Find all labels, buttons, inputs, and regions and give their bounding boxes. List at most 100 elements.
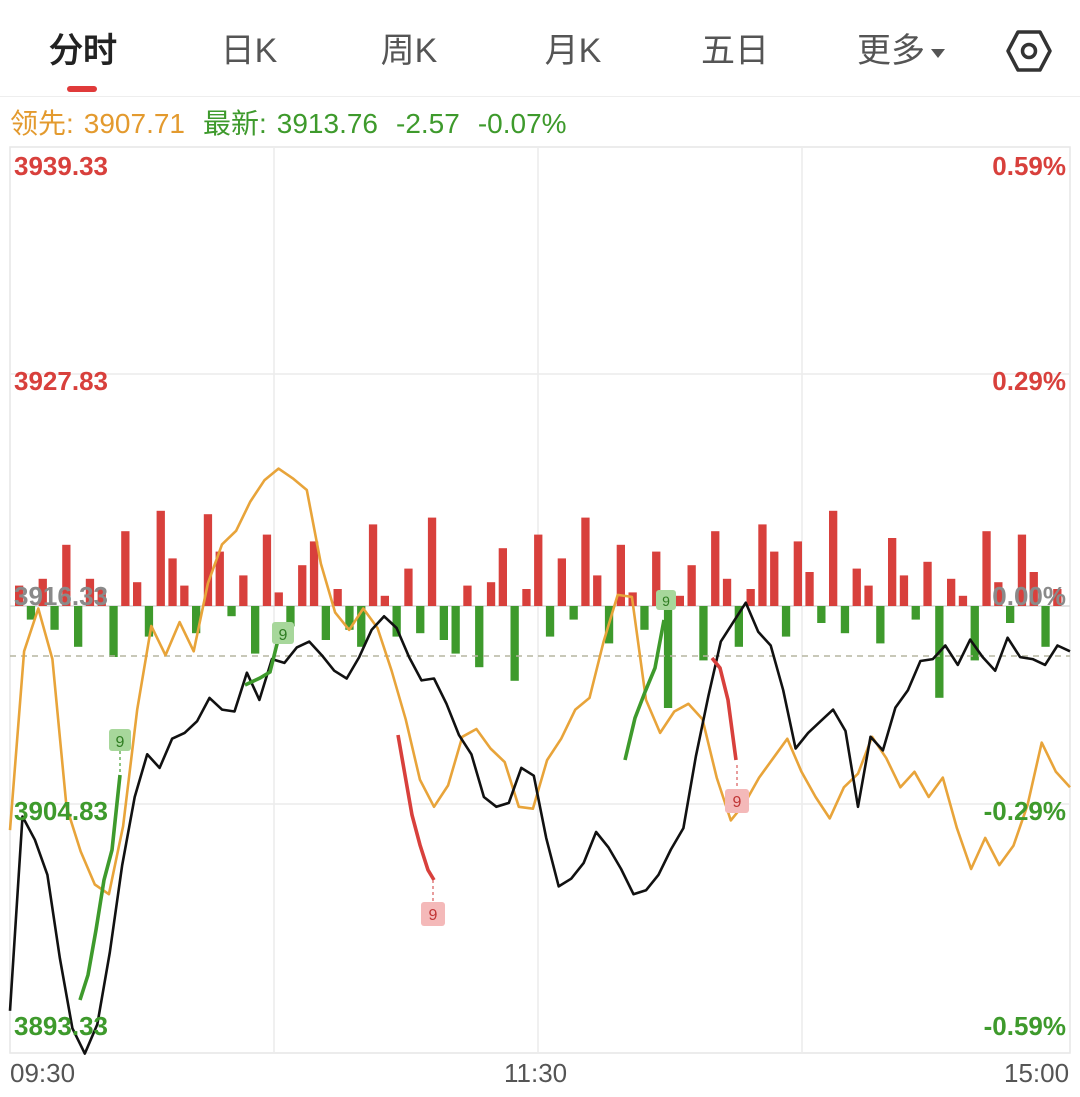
caret-down-icon (931, 48, 945, 58)
volume-bar-up (1053, 589, 1062, 606)
volume-bar-down (439, 606, 448, 640)
volume-bar-down (911, 606, 920, 620)
volume-bar-down (109, 606, 118, 657)
y-right-label: 0.00% (992, 581, 1066, 611)
y-right-label: -0.59% (984, 1011, 1066, 1041)
volume-bar-up (616, 544, 625, 606)
volume-bar-down (50, 606, 59, 630)
volume-bar-down (876, 606, 885, 644)
volume-bar-up (404, 568, 413, 606)
volume-bar-up (486, 582, 496, 606)
leader-line (8, 467, 1071, 896)
volume-bar-down (251, 606, 260, 654)
volume-bar-up (274, 592, 283, 606)
price-info-bar: 领先: 3907.71 最新: 3913.76 -2.57 -0.07% (10, 104, 577, 144)
marker-down-9[interactable]: 9 (272, 622, 294, 644)
marker-label: 9 (279, 627, 288, 644)
volume-bar-down (1041, 606, 1050, 647)
volume-bar-down (1006, 606, 1015, 623)
volume-bar-down (569, 606, 578, 620)
settings-button[interactable] (1006, 28, 1052, 74)
volume-bar-up (864, 585, 873, 606)
volume-bar-down (321, 606, 330, 640)
volume-bar-down (840, 606, 850, 634)
volume-bar-down (451, 606, 460, 654)
volume-bar-up (121, 531, 130, 606)
y-left-label: 3927.83 (14, 366, 108, 396)
tab-monthly-k[interactable]: 月K (544, 32, 602, 70)
marker-up-9[interactable]: 9 (421, 880, 445, 926)
volume-bar-up (675, 595, 684, 606)
volume-bar-down (416, 606, 425, 634)
signal-markers: 9 9 9 9 9 (109, 590, 749, 926)
volume-bar-up (958, 595, 968, 606)
volume-bar-up (722, 578, 732, 606)
volume-bar-up (947, 578, 956, 606)
volume-bar-up (593, 575, 602, 606)
x-tick-label: 15:00 (1004, 1058, 1070, 1088)
volume-bar-down (392, 606, 401, 637)
volume-bar-up (203, 514, 213, 606)
tab-more[interactable]: 更多 (846, 26, 956, 76)
volume-bar-up (333, 589, 342, 606)
price-segment-red (710, 656, 738, 761)
volume-bar-up (262, 534, 272, 606)
volume-bar-up (888, 538, 897, 606)
volume-bar-up (298, 565, 307, 606)
tab-five-day[interactable]: 五日 (701, 32, 769, 70)
marker-label: 9 (429, 907, 438, 924)
intraday-chart[interactable]: 3939.33 3927.83 3916.33 3904.83 3893.33 … (0, 146, 1080, 1056)
volume-bar-down (510, 606, 519, 681)
volume-bar-down (74, 606, 83, 647)
leader-label: 领先: (10, 108, 74, 139)
volume-bar-up (522, 589, 531, 606)
tab-weekly-k[interactable]: 周K (380, 32, 438, 70)
volume-bar-down (192, 606, 201, 634)
price-segment-red (396, 734, 436, 881)
volume-bar-down (286, 606, 295, 627)
volume-bar-up (1029, 572, 1038, 606)
volume-bar-up (15, 585, 24, 606)
volume-bar-up (899, 575, 909, 606)
volume-bar-up (498, 548, 507, 606)
y-right-label: 0.59% (992, 151, 1066, 181)
volume-bar-down (357, 606, 366, 647)
chart-grid (9, 146, 1071, 1054)
volume-bar-up (770, 551, 779, 606)
volume-bar-up (62, 544, 71, 606)
volume-bar-down (781, 606, 791, 637)
volume-bar-down (144, 606, 154, 637)
volume-bar-up (557, 558, 566, 606)
x-tick-label: 09:30 (10, 1058, 76, 1088)
latest-label: 最新: (203, 108, 267, 139)
volume-bar-up (793, 541, 802, 606)
marker-down-9[interactable]: 9 (656, 590, 676, 610)
volume-bar-down (26, 606, 36, 620)
hexagon-settings-icon (1006, 30, 1052, 72)
y-left-label: 3904.83 (14, 796, 108, 826)
volume-bar-down (817, 606, 826, 623)
tab-daily-k[interactable]: 日K (220, 32, 278, 70)
tab-intraday[interactable]: 分时 (49, 32, 117, 70)
marker-down-9[interactable]: 9 (109, 729, 131, 775)
leader-value: 3907.71 (83, 108, 185, 139)
volume-bar-up (368, 524, 378, 606)
marker-up-9[interactable]: 9 (725, 765, 749, 813)
y-left-label: 3939.33 (14, 151, 108, 181)
marker-label: 9 (116, 734, 125, 751)
volume-bar-up (829, 510, 838, 606)
volume-bar-up (180, 585, 189, 606)
volume-bar-up (239, 575, 248, 606)
volume-bar-up (38, 578, 47, 606)
volume-bar-up (687, 565, 696, 606)
volume-bar-down (345, 606, 354, 630)
volume-bar-up (215, 551, 224, 606)
x-tick-label: 11:30 (504, 1058, 568, 1088)
volume-bar-up (581, 517, 590, 606)
volume-bar-down (970, 606, 979, 661)
y-right-label: 0.29% (992, 366, 1066, 396)
volume-bar-up (982, 531, 991, 606)
price-segment-green (78, 774, 122, 1001)
volume-bar-down (545, 606, 555, 637)
marker-label: 9 (733, 794, 742, 811)
